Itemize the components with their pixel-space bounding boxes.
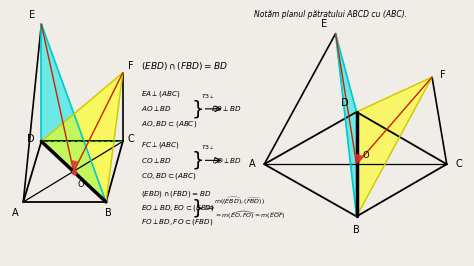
Text: $AO \perp BD$: $AO \perp BD$ (141, 104, 172, 113)
Polygon shape (41, 24, 106, 202)
Text: $AO, BD \subset (ABC)$: $AO, BD \subset (ABC)$ (141, 119, 197, 129)
Polygon shape (41, 73, 123, 202)
Text: C: C (455, 159, 462, 169)
Text: C: C (128, 134, 135, 144)
Text: F: F (440, 70, 446, 80)
Text: $EO \perp BD$: $EO \perp BD$ (211, 104, 242, 113)
Text: $FO \perp BD$: $FO \perp BD$ (211, 156, 242, 165)
Text: $m((\widehat{EBD}),(\widehat{FBD}))$
$= m(\widehat{EO,FO}) = m(\widehat{EOF})$: $m((\widehat{EBD}),(\widehat{FBD}))$ $= … (214, 196, 286, 221)
Text: O: O (78, 180, 84, 189)
Polygon shape (356, 77, 432, 217)
Text: E: E (29, 10, 35, 20)
Text: $(EBD) \cap (FBD) = BD$: $(EBD) \cap (FBD) = BD$ (141, 189, 211, 199)
Text: $\}$: $\}$ (191, 98, 203, 120)
Polygon shape (355, 153, 364, 164)
Text: D: D (340, 98, 348, 108)
Text: $T3_\perp$: $T3_\perp$ (201, 92, 215, 101)
Text: F: F (128, 61, 134, 71)
Polygon shape (71, 160, 78, 172)
Text: D: D (27, 134, 35, 144)
Polygon shape (336, 34, 356, 217)
Text: $T3_\perp$: $T3_\perp$ (201, 143, 215, 152)
Text: $\}$: $\}$ (191, 197, 203, 219)
Text: Notăm planul pătratului ABCD cu (ABC).: Notăm planul pătratului ABCD cu (ABC). (254, 10, 407, 19)
Text: B: B (105, 208, 112, 218)
Text: $EA \perp (ABC)$: $EA \perp (ABC)$ (141, 89, 181, 99)
Text: B: B (353, 225, 360, 235)
Text: $\}$: $\}$ (191, 149, 203, 171)
Text: $FO \perp BD, FO \subset (FBD)$: $FO \perp BD, FO \subset (FBD)$ (141, 217, 214, 227)
Text: E: E (321, 19, 327, 29)
Text: $CO \perp BD$: $CO \perp BD$ (141, 156, 172, 165)
Text: $EO \perp BD, EO \subset (EBD)$: $EO \perp BD, EO \subset (EBD)$ (141, 203, 215, 213)
Text: A: A (249, 159, 256, 169)
Text: O: O (363, 151, 369, 160)
Text: $(EBD) \cap (FBD) = BD$: $(EBD) \cap (FBD) = BD$ (141, 60, 228, 72)
Text: $CO, BD \subset (ABC)$: $CO, BD \subset (ABC)$ (141, 171, 197, 181)
Text: $\Rightarrow$: $\Rightarrow$ (204, 203, 215, 213)
Text: A: A (11, 208, 18, 218)
Text: $FC \perp (ABC)$: $FC \perp (ABC)$ (141, 140, 180, 150)
